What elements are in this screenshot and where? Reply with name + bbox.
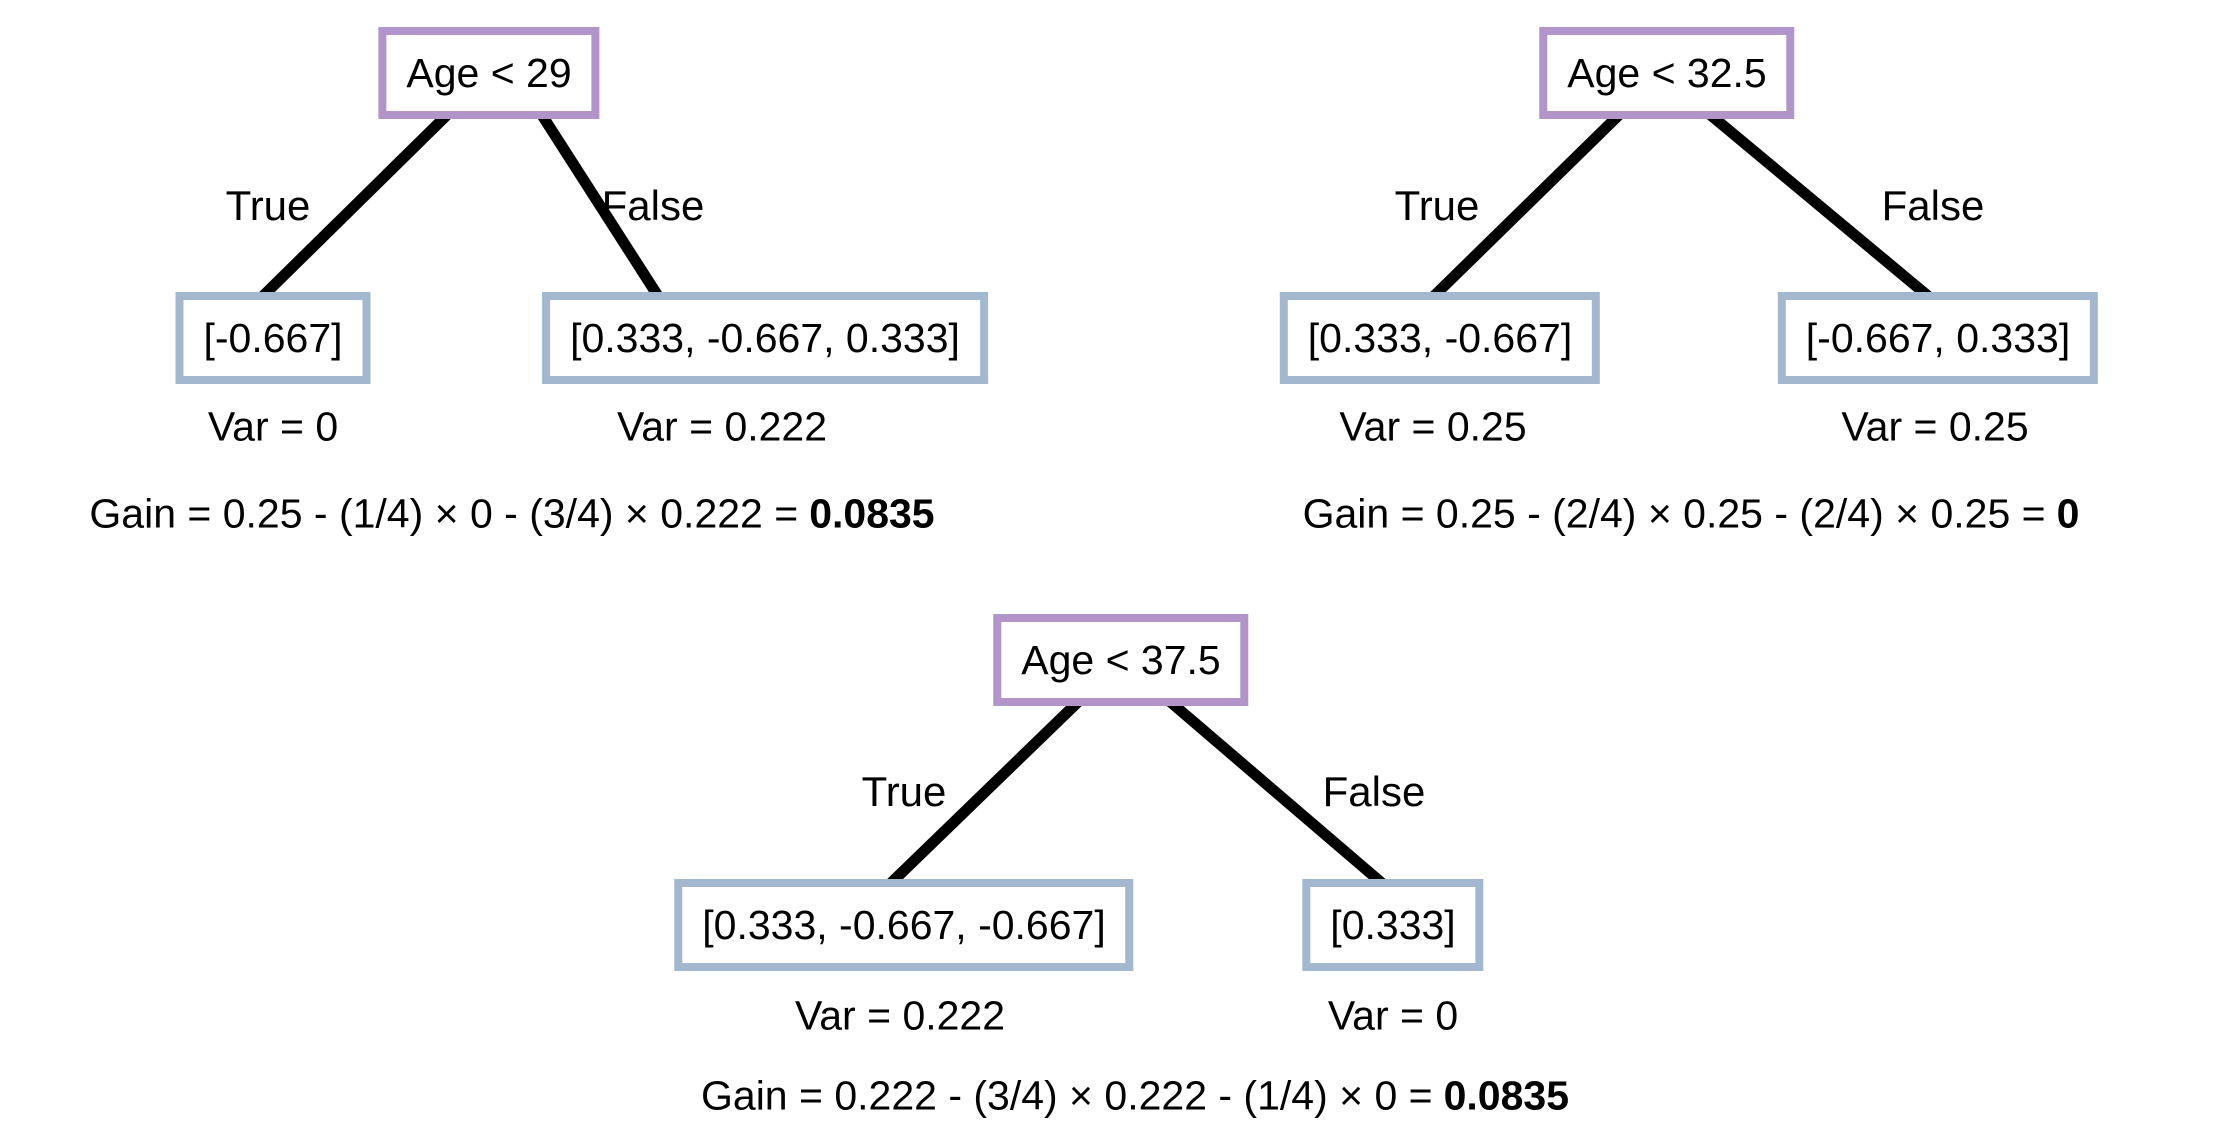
- tree3-true-leaf-node: [0.333, -0.667, -0.667]: [674, 879, 1134, 971]
- tree2-true-edge: [1430, 108, 1626, 300]
- tree2-false-leaf-node: [-0.667, 0.333]: [1777, 292, 2099, 384]
- tree2-false-edge-label: False: [1881, 182, 1985, 229]
- tree1-false-edge-label: False: [601, 182, 705, 229]
- tree1-true-edge-label: True: [225, 182, 311, 229]
- tree1-gain-formula: Gain = 0.25 - (1/4) × 0 - (3/4) × 0.222 …: [89, 490, 799, 537]
- tree2-false-leaf-variance: Var = 0.25: [1841, 403, 2029, 450]
- tree1-false-leaf-variance: Var = 0.222: [616, 403, 828, 450]
- tree3-false-leaf-variance: Var = 0: [1327, 992, 1459, 1039]
- tree2-false-edge: [1703, 107, 1932, 301]
- tree2-gain-formula: Gain = 0.25 - (2/4) × 0.25 - (2/4) × 0.2…: [1302, 490, 2046, 537]
- tree1-true-edge: [259, 108, 454, 300]
- tree1-gain-line: Gain = 0.25 - (1/4) × 0 - (3/4) × 0.222 …: [89, 491, 934, 538]
- tree1-true-leaf-node: [-0.667]: [175, 292, 371, 384]
- tree3-false-leaf-node: [0.333]: [1302, 879, 1484, 971]
- tree3-true-leaf-variance: Var = 0.222: [794, 992, 1006, 1039]
- tree2-true-edge-label: True: [1394, 182, 1480, 229]
- tree3-true-edge-label: True: [861, 768, 947, 815]
- tree2-true-leaf-variance: Var = 0.25: [1339, 403, 1527, 450]
- tree2-gain-line: Gain = 0.25 - (2/4) × 0.25 - (2/4) × 0.2…: [1303, 491, 2080, 538]
- tree3-gain-line: Gain = 0.222 - (3/4) × 0.222 - (1/4) × 0…: [701, 1073, 1569, 1120]
- tree3-root-node: Age < 37.5: [993, 614, 1249, 706]
- tree3-gain-formula: Gain = 0.222 - (3/4) × 0.222 - (1/4) × 0…: [701, 1072, 1433, 1119]
- tree1-false-edge: [535, 109, 663, 299]
- tree3-false-edge: [1163, 694, 1387, 889]
- tree2-true-leaf-node: [0.333, -0.667]: [1279, 292, 1601, 384]
- tree2-root-node: Age < 32.5: [1539, 27, 1795, 119]
- tree3-false-edge-label: False: [1322, 768, 1426, 815]
- tree1-true-leaf-variance: Var = 0: [207, 403, 339, 450]
- tree2-gain-result: 0: [2056, 490, 2080, 537]
- tree3-true-edge: [886, 695, 1085, 888]
- tree1-gain-result: 0.0835: [809, 490, 935, 537]
- tree1-root-node: Age < 29: [378, 27, 600, 119]
- tree3-gain-result: 0.0835: [1443, 1072, 1569, 1119]
- tree1-false-leaf-node: [0.333, -0.667, 0.333]: [542, 292, 988, 384]
